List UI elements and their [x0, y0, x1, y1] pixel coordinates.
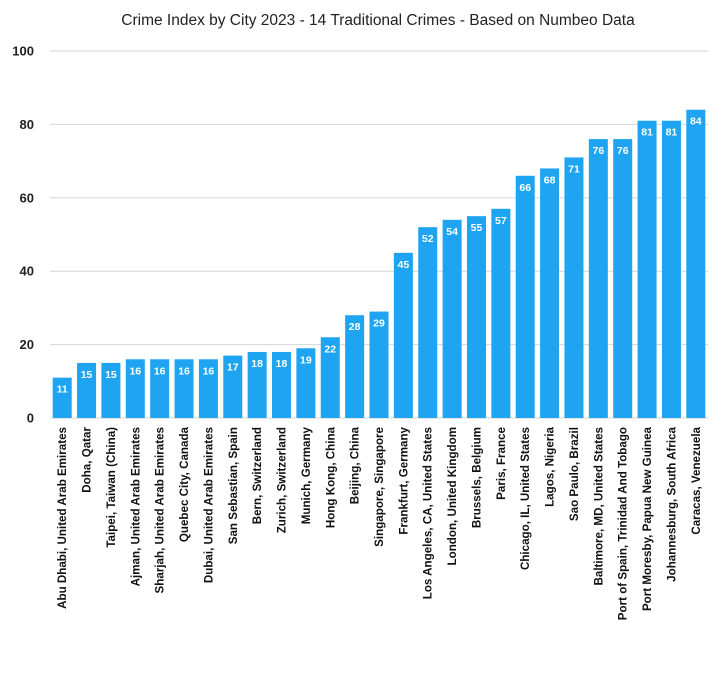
x-tick-label: Port of Spain, Trinidad And Tobago — [617, 427, 630, 620]
bar — [272, 351, 292, 418]
bar — [52, 377, 72, 418]
bar — [77, 362, 97, 418]
x-tick-label: Chicago, IL, United States — [519, 427, 532, 570]
x-tick-label: Paris, France — [495, 426, 508, 499]
data-label: 18 — [251, 358, 263, 370]
bar — [198, 359, 218, 418]
bars — [52, 109, 706, 418]
bar — [369, 311, 389, 418]
y-tick-label: 40 — [20, 264, 34, 279]
data-label: 15 — [81, 369, 93, 381]
x-tick-label: Ajman, United Arab Emirates — [129, 427, 142, 586]
x-tick-label: Frankfurt, Germany — [397, 426, 410, 534]
data-label: 16 — [154, 365, 166, 377]
x-tick-label: Bern, Switzerland — [251, 427, 264, 524]
data-label: 71 — [568, 163, 580, 175]
y-axis-ticks: 0 20 40 60 80 100 — [12, 44, 34, 426]
x-tick-label: Doha, Qatar — [81, 427, 94, 493]
y-tick-label: 0 — [27, 411, 34, 426]
data-label: 55 — [471, 222, 483, 234]
x-tick-label: Taipei, Taiwan (China) — [105, 427, 118, 548]
data-label: 28 — [349, 321, 361, 333]
x-tick-label: Quebec City, Canada — [178, 426, 191, 542]
data-label: 45 — [398, 259, 410, 271]
data-label: 15 — [105, 369, 117, 381]
x-tick-label: Lagos, Nigeria — [544, 426, 557, 506]
bar — [491, 208, 511, 418]
x-tick-label: Munich, Germany — [300, 426, 313, 524]
data-label: 22 — [324, 343, 336, 355]
bar — [393, 252, 413, 418]
data-label: 76 — [592, 145, 604, 157]
data-label: 16 — [178, 365, 190, 377]
bar — [588, 139, 608, 418]
x-tick-label: Abu Dhabi, United Arab Emirates — [56, 427, 69, 609]
bar — [540, 168, 560, 418]
data-label: 18 — [276, 358, 288, 370]
data-label: 52 — [422, 233, 434, 245]
bar — [101, 362, 121, 418]
data-label: 16 — [203, 365, 215, 377]
x-tick-label: Port Moresby, Papua New Guinea — [641, 426, 654, 611]
bar — [686, 109, 706, 418]
x-tick-label: San Sebastian, Spain — [227, 427, 240, 544]
x-tick-label: Los Angeles, CA, United States — [422, 427, 435, 599]
x-tick-label: Hong Kong, China — [324, 426, 337, 528]
x-tick-label: Dubai, United Arab Emirates — [202, 427, 215, 583]
x-tick-label: Brussels, Belgium — [470, 427, 483, 528]
data-label: 54 — [446, 226, 458, 238]
bar — [637, 120, 657, 418]
y-tick-label: 20 — [20, 337, 34, 352]
bar — [564, 157, 584, 418]
data-label: 17 — [227, 362, 239, 374]
bar — [320, 337, 340, 418]
bar — [442, 219, 462, 418]
bar — [223, 355, 243, 418]
data-label: 66 — [519, 182, 531, 194]
bar — [150, 359, 170, 418]
chart-title: Crime Index by City 2023 - 14 Traditiona… — [121, 12, 635, 29]
bar — [174, 359, 194, 418]
bar — [125, 359, 145, 418]
x-tick-label: Beijing, China — [349, 426, 362, 504]
data-label: 11 — [57, 384, 68, 396]
data-label: 81 — [641, 127, 653, 139]
x-tick-label: Caracas, Venezuela — [690, 426, 703, 534]
x-axis-ticks: Abu Dhabi, United Arab Emirates Doha, Qat… — [56, 426, 703, 620]
x-tick-label: London, United Kingdom — [446, 427, 459, 565]
bar — [418, 227, 438, 418]
x-tick-label: Sao Paulo, Brazil — [568, 427, 581, 521]
data-label: 29 — [373, 318, 385, 330]
bar — [247, 351, 267, 418]
data-label: 16 — [129, 365, 141, 377]
data-labels: 11 15 15 16 16 16 16 17 18 18 19 22 28 29 45 52 54 55 57 66… — [57, 116, 702, 396]
data-label: 19 — [300, 354, 312, 366]
y-tick-label: 100 — [12, 44, 34, 59]
x-tick-label: Sharjah, United Arab Emirates — [154, 427, 167, 593]
x-tick-label: Johannesburg, South Africa — [665, 426, 678, 581]
bar — [661, 120, 681, 418]
bar — [613, 139, 633, 418]
bar — [296, 348, 316, 418]
data-label: 81 — [666, 127, 678, 139]
bar — [466, 216, 486, 418]
bar — [515, 175, 535, 418]
data-label: 57 — [495, 215, 507, 227]
x-tick-label: Zurich, Switzerland — [276, 427, 289, 533]
bar — [345, 315, 365, 418]
data-label: 76 — [617, 145, 629, 157]
data-label: 68 — [544, 174, 556, 186]
data-label: 84 — [690, 116, 702, 128]
x-tick-label: Baltimore, MD, United States — [592, 427, 605, 585]
y-tick-label: 60 — [20, 190, 34, 205]
x-tick-label: Singapore, Singapore — [373, 426, 386, 546]
y-tick-label: 80 — [20, 117, 34, 132]
